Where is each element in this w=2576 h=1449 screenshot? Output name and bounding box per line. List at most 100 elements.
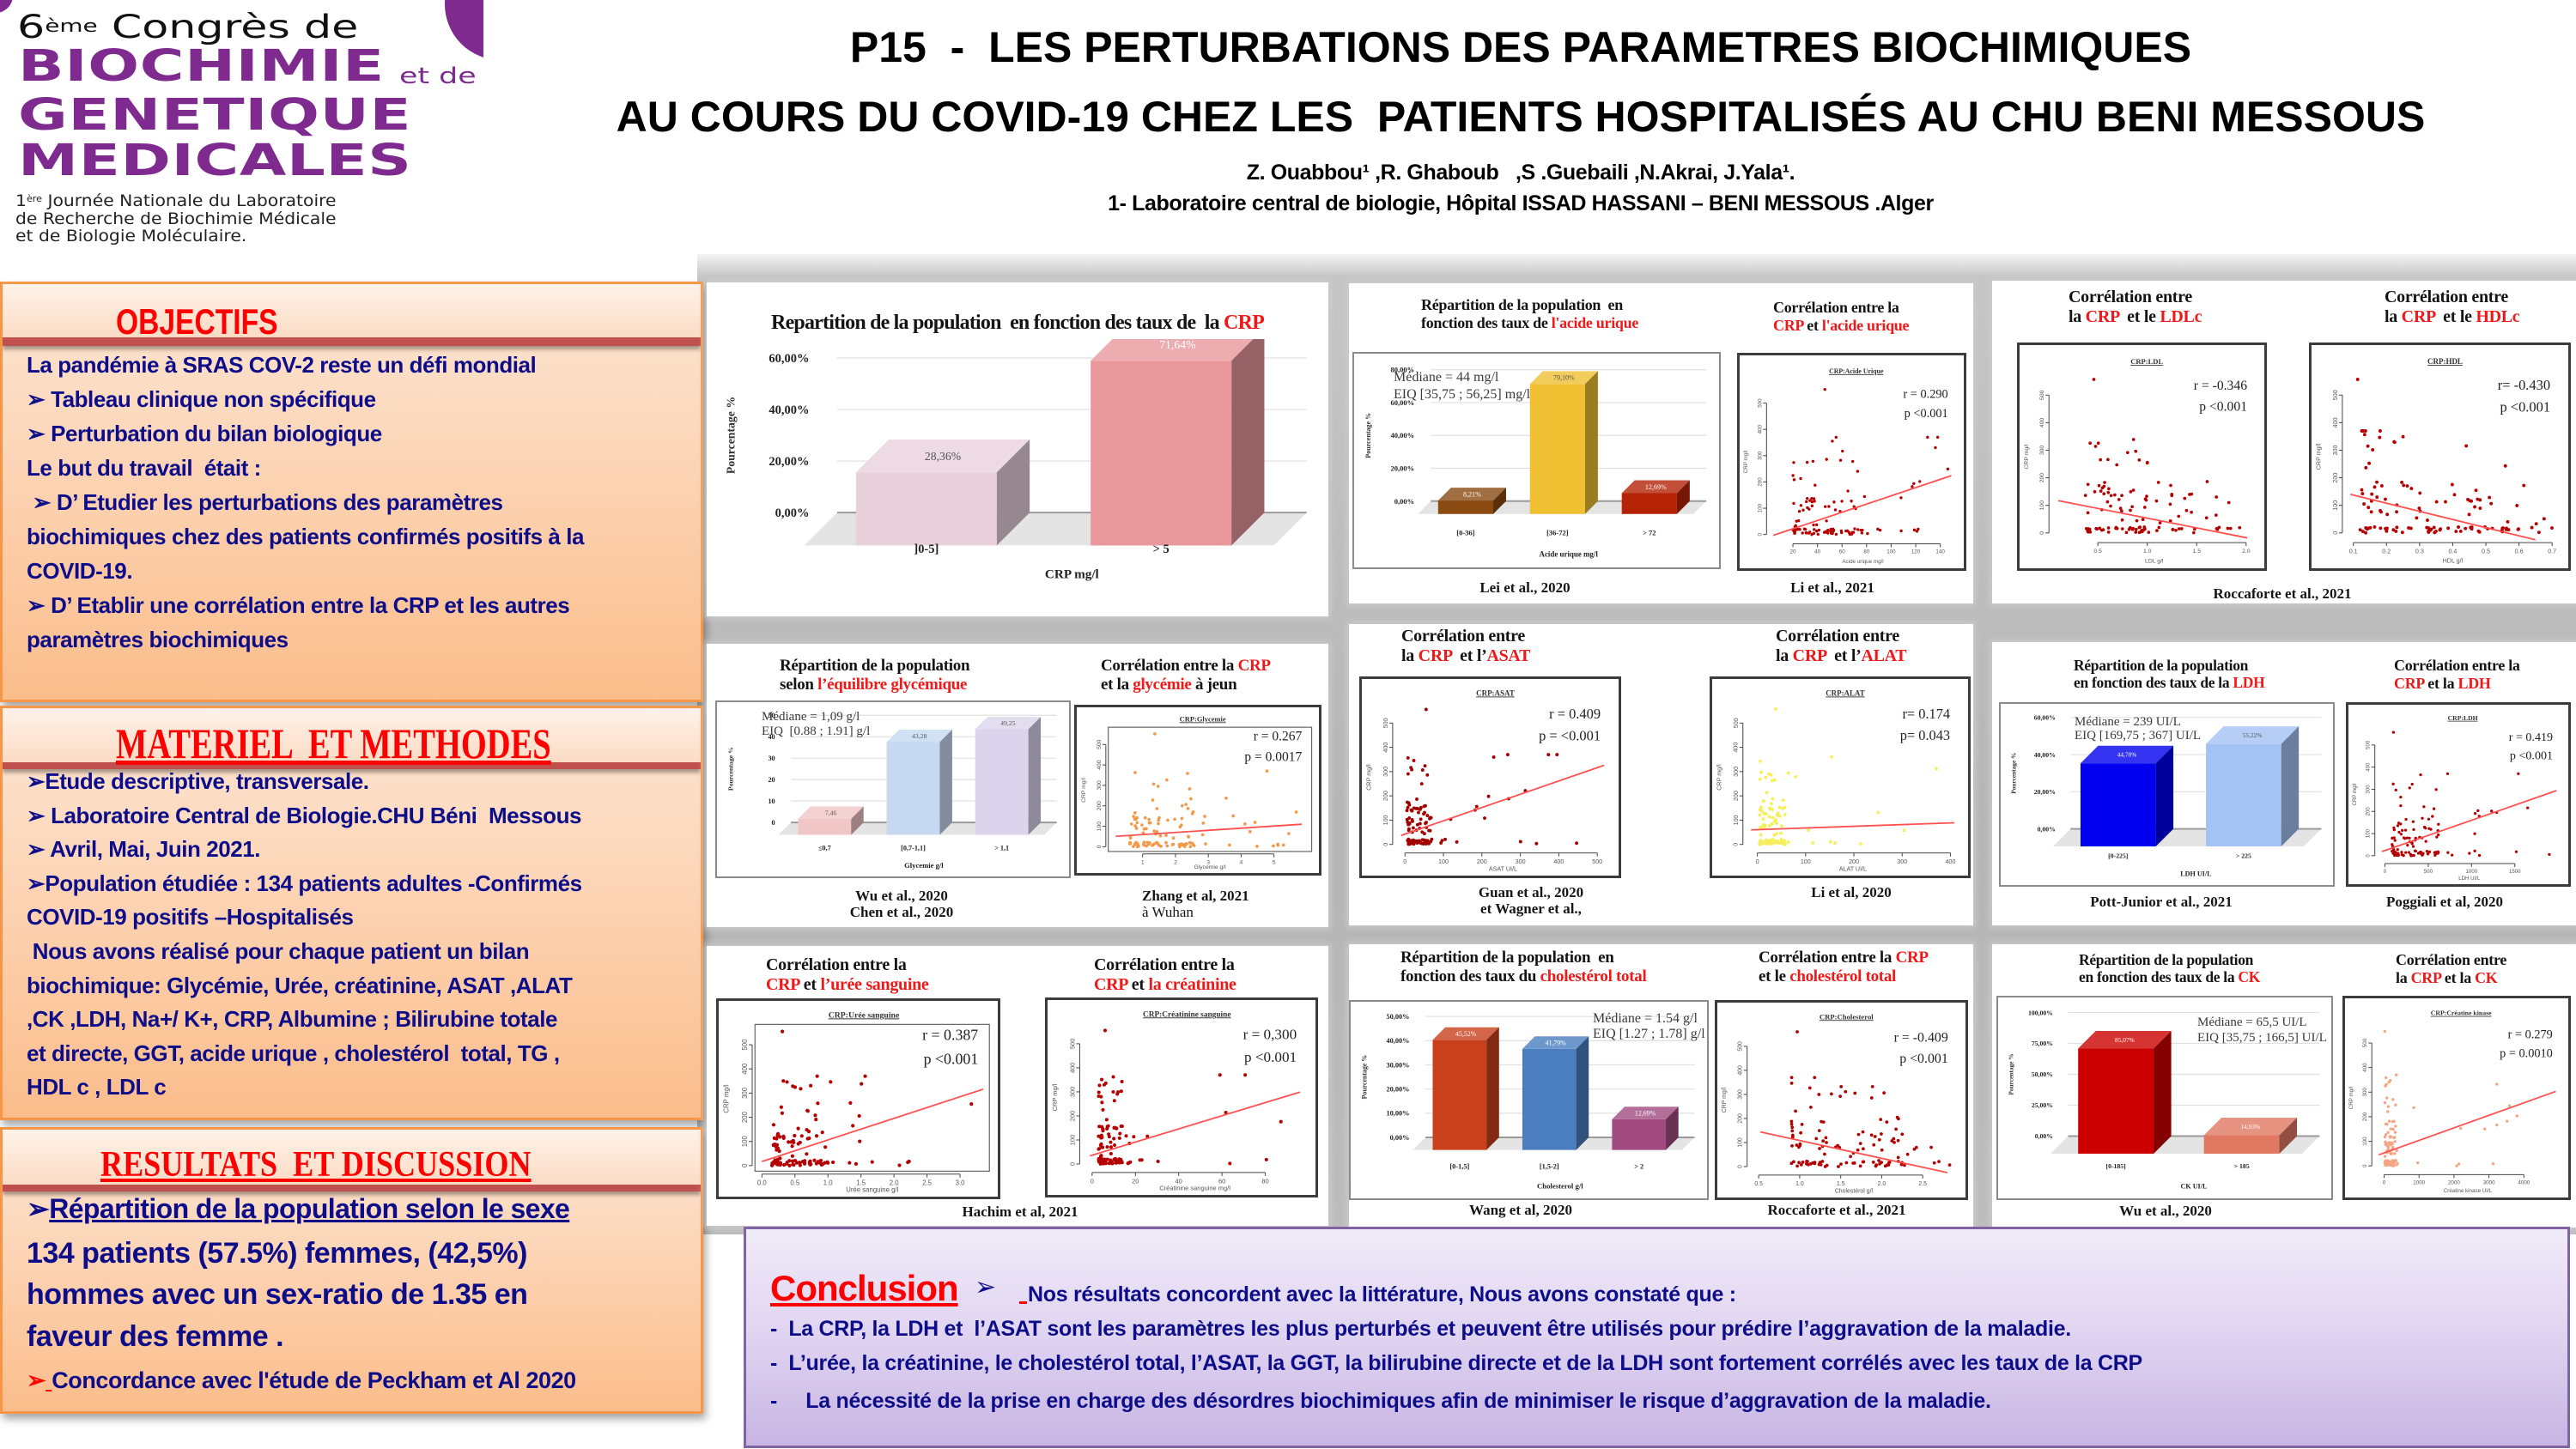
data-point: [1534, 841, 1539, 846]
y-tick-label: 100: [1733, 815, 1740, 825]
data-point: [2404, 817, 2408, 822]
x-category-label: [0-185]: [2106, 1162, 2126, 1170]
data-point: [1146, 842, 1151, 846]
correlation-r: r = -0.346: [2194, 379, 2247, 393]
highlight-text: HDLc: [2476, 307, 2520, 326]
x-category-label: [36-72]: [1546, 529, 1569, 537]
y-axis-label: CRP mg/l: [1081, 778, 1087, 803]
bar-top: [2203, 1117, 2298, 1136]
data-point: [2120, 494, 2123, 498]
data-point: [1858, 1142, 1862, 1145]
x-axis-label: Glycemie g/l: [904, 861, 944, 870]
data-point: [1789, 1161, 1794, 1166]
data-point: [1786, 771, 1790, 775]
bar-front: [1621, 493, 1677, 514]
data-point: [1187, 835, 1191, 839]
data-point: [2402, 483, 2406, 488]
x-category-label: > 1,1: [994, 845, 1009, 852]
data-point: [2457, 525, 2460, 529]
data-point: [2113, 493, 2117, 497]
data-point: [2389, 1152, 2393, 1155]
iqr-annotation: EIQ [169,75 ; 367] UI/L: [2075, 729, 2202, 743]
plot-title: CRP:LDL: [2130, 357, 2163, 366]
data-point: [2364, 530, 2368, 535]
data-point: [2414, 849, 2418, 853]
data-point: [2458, 1126, 2463, 1131]
x-tick-label: 80: [1863, 549, 1869, 555]
data-point: [1790, 1125, 1795, 1130]
data-point: [1135, 821, 1139, 825]
ck-distribution-title: Répartition de la population en fonction…: [2079, 951, 2260, 985]
regression-line: [2379, 1090, 2556, 1156]
data-point: [2495, 1082, 2499, 1086]
y-tick-label: 80,00%: [1391, 366, 1415, 374]
data-point: [1109, 1158, 1113, 1162]
data-point: [2389, 1143, 2392, 1147]
y-tick-label: 25,00%: [2032, 1101, 2053, 1109]
data-point: [2099, 458, 2103, 462]
data-point: [2394, 1125, 2397, 1128]
data-point: [2156, 481, 2160, 484]
data-point: [1786, 840, 1790, 844]
data-point: [1177, 843, 1182, 846]
crp-distribution-title: Repartition de la population en fonction…: [707, 312, 1328, 336]
x-axis-label: LDH UI/L: [2458, 876, 2481, 882]
data-point: [1231, 814, 1236, 818]
data-point: [2407, 851, 2411, 854]
x-tick-label: 3.0: [956, 1179, 966, 1187]
highlight-text: CRP: [1094, 975, 1128, 994]
data-point: [1845, 529, 1850, 533]
title-text: et: [1127, 975, 1149, 994]
data-point: [1830, 755, 1833, 759]
data-point: [1799, 504, 1803, 507]
x-tick-label: 100: [1886, 549, 1896, 555]
y-axis-label: Pourcentage %: [2007, 1053, 2014, 1094]
alat-scatter-frame: CRP:ALAT 0 100 200 300 400 500 0 100 200 300 400 ALA…: [1710, 676, 1971, 878]
data-point: [1427, 828, 1431, 833]
data-point: [1873, 1135, 1877, 1138]
x-tick-label: 1.0: [1795, 1181, 1804, 1187]
data-point: [1876, 810, 1880, 815]
data-point: [780, 1111, 785, 1115]
data-point: [1135, 845, 1139, 849]
data-point: [1831, 531, 1834, 536]
data-point: [863, 1074, 867, 1078]
data-point: [813, 1113, 817, 1118]
objectifs-body: La pandémie à SRAS COV-2 reste un défi m…: [27, 348, 697, 657]
data-point: [1415, 822, 1419, 827]
arrow-bullet-icon: ➢: [27, 1193, 50, 1224]
x-category-label: ≤0,7: [818, 845, 831, 852]
resultats-discussion-box: RESULTATS ET DISCUSSION ➢Répartition de …: [0, 1127, 703, 1414]
data-point: [1793, 530, 1796, 534]
data-point: [1109, 1145, 1113, 1149]
data-point: [1805, 460, 1809, 464]
x-tick-label: 0.3: [2415, 548, 2424, 555]
data-point: [1147, 817, 1151, 822]
bar-front: [1432, 1040, 1487, 1150]
y-tick-label: 0: [2332, 531, 2339, 535]
cholesterol-distribution-title: Répartition de la population en fonction…: [1400, 949, 1647, 986]
bar-value-label: 41,79%: [1545, 1039, 1566, 1046]
data-point: [858, 1139, 862, 1143]
data-point: [1905, 1152, 1910, 1156]
x-tick-label: 200: [1849, 858, 1859, 865]
y-tick-label: 300: [1738, 1089, 1744, 1100]
data-point: [1191, 843, 1195, 846]
ck-scatter-frame: CRP:Créatine kinase 0 100 200 300 400 500 0 1000…: [2342, 996, 2571, 1200]
data-point: [1810, 500, 1814, 504]
data-point: [1833, 841, 1838, 846]
crp-cholesterol-scatter-plot: CRP:Cholesterol 0 100 200 300 400 500 0.5 1.0 1.5…: [1722, 1012, 1952, 1194]
x-axis-label: ALAT UI/L: [1839, 865, 1867, 872]
correlation-r: r = 0.387: [922, 1027, 978, 1044]
data-point: [1807, 828, 1811, 833]
data-point: [2384, 1141, 2388, 1145]
data-point: [2386, 1105, 2391, 1108]
data-point: [2391, 528, 2396, 532]
data-point: [1801, 531, 1804, 535]
data-point: [2417, 506, 2421, 511]
data-point: [1099, 1142, 1103, 1146]
data-point: [1912, 482, 1916, 486]
data-point: [2452, 493, 2457, 497]
data-point: [1419, 782, 1424, 785]
data-point: [1789, 1122, 1794, 1126]
